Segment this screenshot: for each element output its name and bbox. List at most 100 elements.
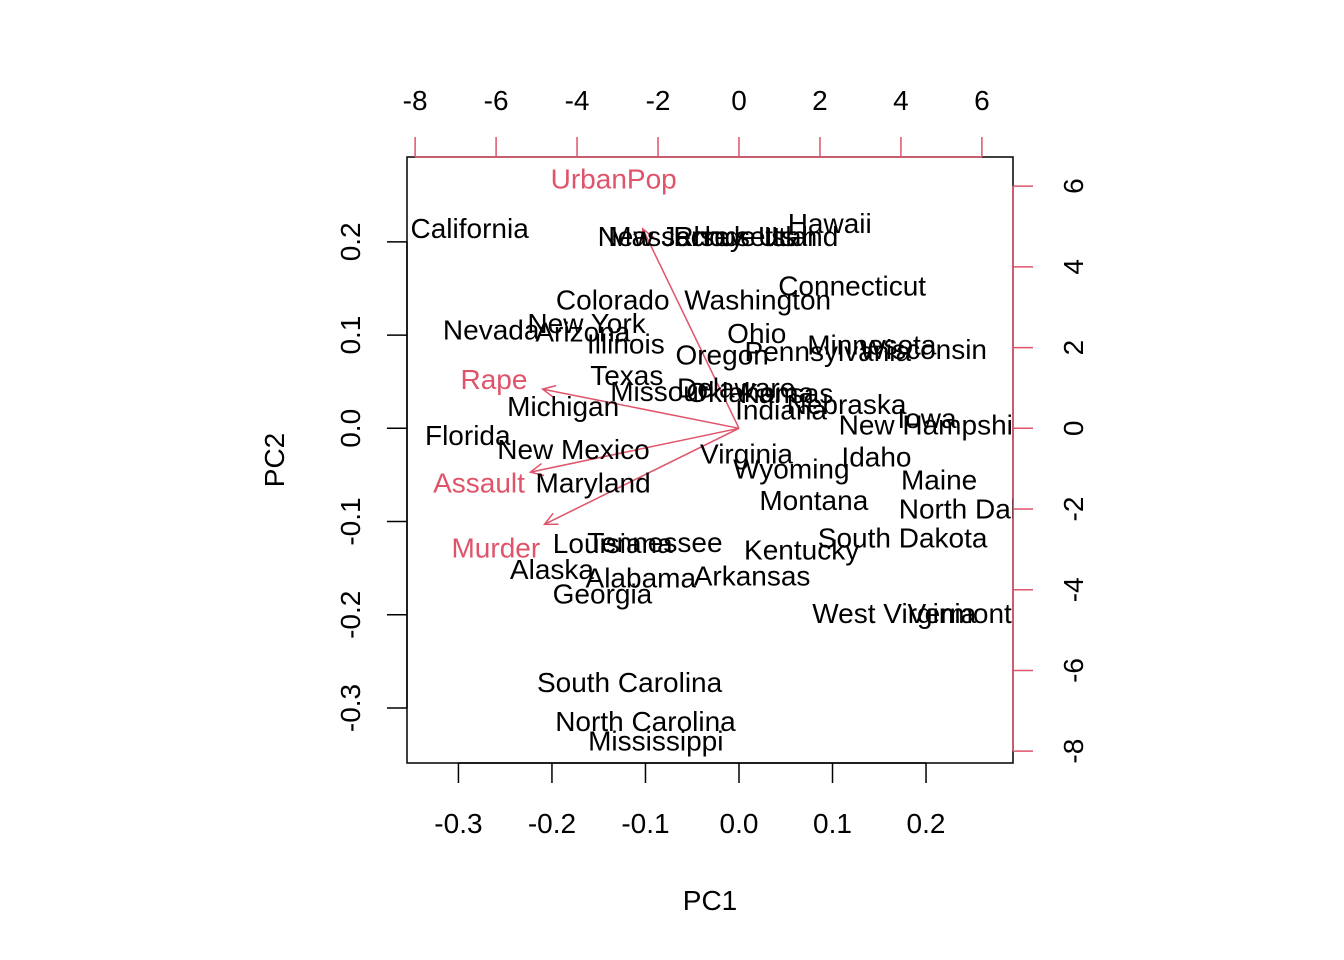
x-tick-label: 0.0 [720, 808, 759, 839]
right-tick-label: 2 [1058, 340, 1089, 356]
state-label: West Virginia [812, 598, 976, 629]
state-label: Kansas [740, 378, 833, 409]
right-axis: -8 -6 -4 -2 0 2 4 6 [1012, 178, 1089, 764]
right-tick-label: -6 [1058, 658, 1089, 683]
state-label: Maine [901, 465, 977, 496]
state-label: Missouri [610, 376, 714, 407]
y-tick-label: -0.3 [335, 684, 366, 732]
state-label: Hawaii [788, 208, 872, 239]
arrow-rape [542, 388, 740, 430]
state-label: Washington [684, 285, 831, 316]
state-label: Louisiana [553, 528, 673, 559]
state-label: Arkansas [694, 561, 811, 592]
y-tick-label: -0.1 [335, 497, 366, 545]
state-label: South Dakota [818, 522, 988, 553]
top-axis: -8 -6 -4 -2 0 2 4 6 [403, 85, 990, 158]
arrowhead-murder [542, 512, 559, 526]
variable-label-assault: Assault [433, 467, 525, 498]
state-label: New Mexico [497, 434, 649, 465]
state-label: Massachusetts [608, 221, 795, 252]
top-tick-label: -4 [565, 85, 590, 116]
state-label: South Carolina [537, 667, 723, 698]
state-label: Indiana [735, 395, 827, 426]
x-tick-label: 0.1 [813, 808, 852, 839]
x-tick-label: -0.1 [621, 808, 669, 839]
x-tick-label: 0.2 [907, 808, 946, 839]
state-label: Utah [758, 221, 817, 252]
state-label: Maryland [536, 467, 651, 498]
top-tick-label: -6 [484, 85, 509, 116]
arrowhead-assault [528, 462, 545, 477]
y-tick-label: 0.0 [335, 409, 366, 448]
state-label: Nebraska [787, 389, 907, 420]
state-label: Arizona [535, 316, 630, 347]
state-label: North Dakota [899, 493, 1064, 524]
y-tick-label: 0.2 [335, 222, 366, 261]
state-label: New Hampshire [839, 410, 1038, 441]
state-label: Texas [590, 360, 663, 391]
right-tick-label: -2 [1058, 497, 1089, 522]
state-label: Alabama [586, 562, 697, 593]
state-label: Ohio [727, 318, 786, 349]
right-tick-label: 4 [1058, 259, 1089, 275]
state-label: Tennessee [587, 527, 722, 558]
state-label: Oklahoma [686, 377, 814, 408]
state-label: Georgia [553, 578, 653, 609]
state-label: Oregon [675, 340, 768, 371]
variable-label-murder: Murder [451, 533, 540, 564]
state-label: California [411, 213, 530, 244]
arrow-murder [544, 427, 740, 526]
variable-labels: UrbanPop Rape Assault Murder [433, 163, 677, 563]
state-label: Pennsylvania [745, 336, 912, 367]
y-tick-label: 0.1 [335, 316, 366, 355]
arrowhead-rape [540, 384, 557, 399]
state-label: Nevada [443, 314, 540, 345]
state-label: Illinois [587, 328, 665, 359]
right-tick-label: 0 [1058, 421, 1089, 437]
state-label: North Carolina [555, 706, 736, 737]
state-label: Iowa [897, 403, 957, 434]
state-label: Rhode Island [673, 221, 838, 252]
arrow-urbanpop [641, 228, 740, 429]
state-label: Montana [759, 485, 868, 516]
top-tick-label: 6 [974, 85, 990, 116]
left-axis: -0.3 -0.2 -0.1 0.0 0.1 0.2 [335, 222, 408, 732]
state-label: Florida [425, 420, 511, 451]
state-label: Vermont [908, 598, 1012, 629]
state-label: Idaho [841, 441, 911, 472]
arrow-assault [530, 427, 740, 473]
state-label: Kentucky [744, 535, 859, 566]
y-axis-label: PC2 [259, 433, 290, 487]
loading-arrows [528, 227, 740, 526]
top-tick-label: 0 [731, 85, 747, 116]
x-tick-label: -0.2 [528, 808, 576, 839]
state-label: Alaska [510, 554, 594, 585]
right-tick-label: -8 [1058, 739, 1089, 764]
arrowhead-urbanpop [641, 227, 655, 243]
variable-label-rape: Rape [461, 364, 528, 395]
x-axis-label: PC1 [683, 885, 737, 916]
state-label: Mississippi [588, 726, 723, 757]
bottom-axis: -0.3 -0.2 -0.1 0.0 0.1 0.2 [434, 762, 946, 839]
state-label: New Jersey [598, 221, 744, 252]
state-label: Minnesota [807, 329, 937, 360]
state-label: Michigan [507, 391, 619, 422]
state-label: Delaware [677, 372, 795, 403]
right-tick-label: -4 [1058, 577, 1089, 602]
state-label: New York [527, 308, 646, 339]
top-tick-label: 2 [812, 85, 828, 116]
top-tick-label: -2 [646, 85, 671, 116]
state-label: Colorado [556, 285, 670, 316]
state-label: Connecticut [778, 271, 926, 302]
top-tick-label: 4 [893, 85, 909, 116]
state-label: Virginia [700, 438, 793, 469]
state-label: Wyoming [733, 453, 849, 484]
top-tick-label: -8 [403, 85, 428, 116]
right-tick-label: 6 [1058, 178, 1089, 194]
y-tick-label: -0.2 [335, 591, 366, 639]
x-tick-label: -0.3 [434, 808, 482, 839]
state-label: Wisconsin [859, 334, 987, 365]
variable-label-urbanpop: UrbanPop [551, 163, 677, 194]
